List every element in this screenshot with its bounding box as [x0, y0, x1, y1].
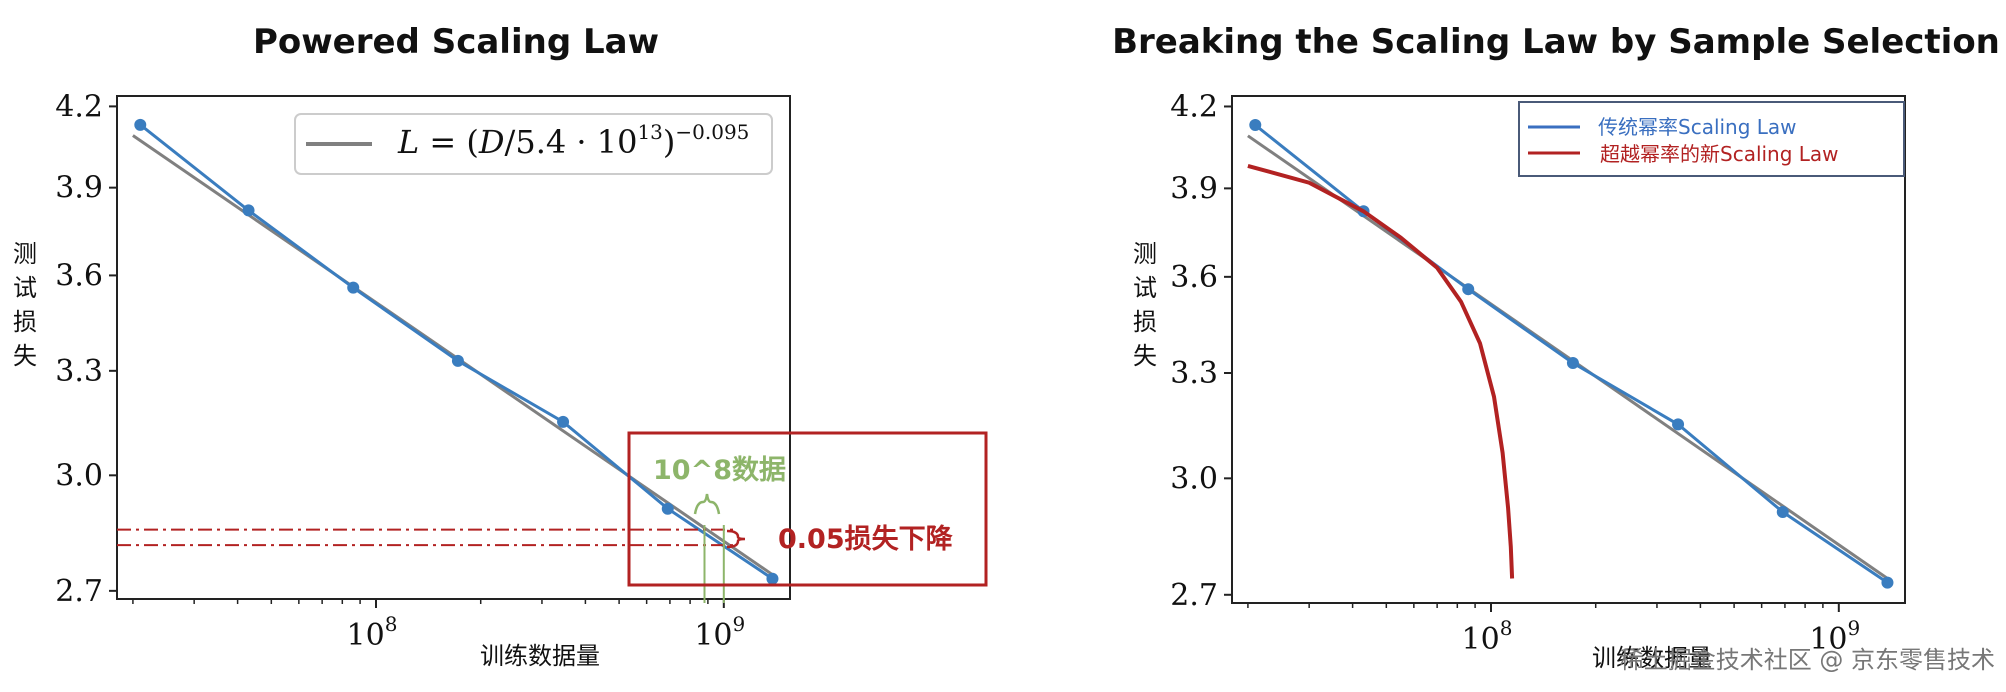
x-axis-label: 训练数据量 [1592, 644, 1712, 672]
x-axis-label: 训练数据量 [480, 642, 600, 670]
x-tick-label: 109 [694, 612, 745, 653]
y-axis-label-char: 测 [13, 240, 37, 268]
y-axis-label-char: 失 [1133, 342, 1157, 370]
data-point [347, 281, 360, 294]
legend-formula: L = (D/5.4 · 1013)−0.095 [397, 120, 749, 161]
y-tick-label: 4.2 [1170, 89, 1218, 124]
y-tick-label: 3.0 [1170, 461, 1218, 496]
y-tick-label: 3.0 [55, 458, 103, 493]
x-tick-label: 108 [347, 612, 398, 653]
data-point [1566, 357, 1579, 370]
series-fit-line [1247, 134, 1889, 580]
series-fit-line [132, 134, 774, 576]
data-point [766, 572, 779, 585]
x-tick-label: 108 [1462, 616, 1513, 657]
watermark: 稀土掘金技术社区 @ 京东零售技术 [1620, 646, 1995, 674]
highlight-box [627, 431, 988, 587]
y-tick-label: 2.7 [1170, 578, 1218, 613]
y-axis-label-char: 试 [1133, 274, 1157, 302]
data-point [451, 354, 464, 367]
chart-breaking-scaling-law: Breaking the Scaling Law by Sample Selec… [1112, 22, 2000, 672]
y-axis-label-char: 损 [13, 308, 37, 336]
plot-frame [116, 95, 791, 600]
data-point [661, 502, 674, 515]
chart-title: Powered Scaling Law [253, 22, 659, 62]
y-tick-label: 3.3 [1170, 356, 1218, 391]
loss-brace [726, 529, 746, 549]
data-point [1249, 119, 1262, 132]
data-point [134, 118, 147, 131]
y-axis-label-char: 损 [1133, 308, 1157, 336]
data-brace [693, 493, 721, 515]
data-point [1881, 576, 1894, 589]
y-axis-label-char: 试 [13, 274, 37, 302]
y-tick-label: 3.9 [1170, 171, 1218, 206]
legend-label-traditional: 传统幂率Scaling Law [1598, 115, 1797, 139]
data-point [1776, 506, 1789, 519]
y-tick-label: 4.2 [55, 89, 103, 124]
y-tick-label: 2.7 [55, 574, 103, 609]
y-tick-label: 3.3 [55, 354, 103, 389]
data-point [242, 204, 255, 217]
legend-box [1518, 101, 1905, 177]
data-annotation-label: 10^8数据 [653, 455, 786, 486]
data-point [1462, 283, 1475, 296]
data-point [557, 415, 570, 428]
chart-title: Breaking the Scaling Law by Sample Selec… [1112, 22, 2000, 62]
y-tick-label: 3.9 [55, 171, 103, 206]
plot-frame [1231, 95, 1906, 604]
legend-box [294, 113, 773, 175]
y-axis-label-char: 失 [13, 342, 37, 370]
y-tick-label: 3.6 [55, 258, 103, 293]
data-point [1672, 418, 1685, 431]
x-tick-label: 109 [1809, 616, 1860, 657]
series-new-scaling-law [1247, 163, 1515, 579]
y-tick-label: 3.6 [1170, 260, 1218, 295]
loss-annotation-label: 0.05损失下降 [778, 524, 954, 555]
chart-powered-scaling-law: Powered Scaling Law 4.2 3.9 3.6 3.3 3.0 2.7 1… [13, 22, 988, 670]
legend-label-new: 超越幂率的新Scaling Law [1600, 142, 1839, 166]
y-axis-label-char: 测 [1133, 240, 1157, 268]
